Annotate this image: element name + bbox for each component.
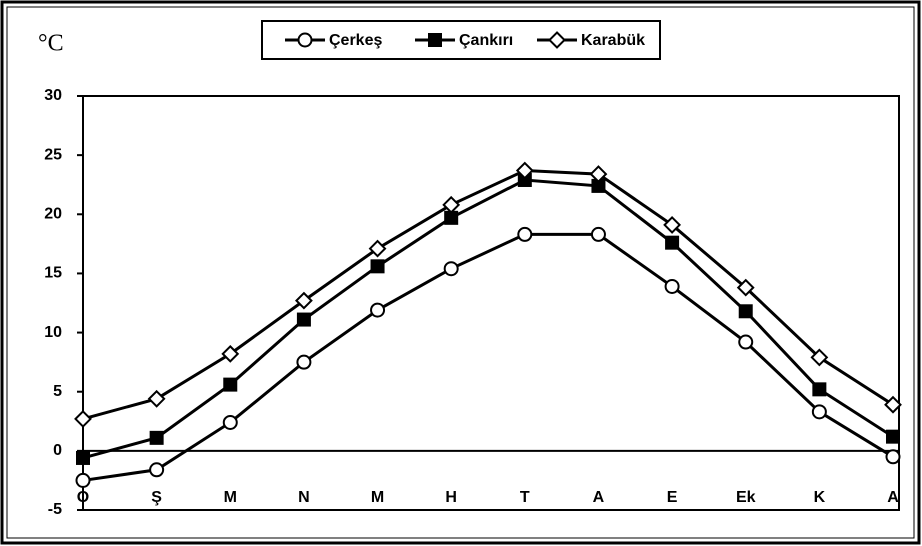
plot-frame (82, 95, 900, 511)
y-tick-label: 5 (53, 383, 62, 400)
data-point (75, 472, 91, 488)
legend-label: Çerkeş (329, 32, 382, 49)
data-point (811, 404, 827, 420)
data-point (884, 395, 902, 414)
x-tick-label: Ş (151, 489, 162, 506)
legend-box (261, 20, 661, 60)
y-tick-label: 15 (44, 265, 62, 282)
data-point (149, 462, 165, 478)
x-tick-label: E (667, 489, 678, 506)
legend-label: Karabük (581, 32, 645, 49)
y-tick-label: 25 (44, 146, 62, 163)
data-point (664, 278, 680, 294)
data-point (76, 450, 90, 465)
y-tick-label: -5 (48, 501, 62, 518)
x-tick-label: K (814, 489, 826, 506)
data-point (885, 449, 901, 465)
x-tick-label: O (77, 489, 89, 506)
data-point (223, 377, 238, 392)
data-point (738, 334, 754, 350)
y-tick-label: 10 (44, 324, 62, 341)
data-point (294, 291, 313, 310)
data-point (147, 389, 166, 408)
legend-label: Çankırı (459, 32, 513, 49)
data-point (736, 278, 755, 297)
x-tick-label: H (445, 489, 457, 506)
data-point (810, 348, 829, 367)
series-line (82, 178, 894, 460)
data-point (590, 226, 606, 242)
data-point (296, 312, 311, 327)
data-point (368, 239, 387, 258)
y-tick-label: 30 (44, 87, 62, 104)
data-point (663, 216, 682, 234)
inner-border (6, 6, 915, 539)
series-line (82, 232, 894, 482)
data-point (812, 382, 827, 397)
data-point (517, 226, 533, 242)
data-point (370, 302, 386, 318)
series-line (82, 169, 894, 421)
x-tick-label: T (520, 489, 530, 506)
data-point (370, 259, 385, 274)
data-point (149, 430, 164, 445)
data-point (665, 235, 680, 250)
data-point (74, 410, 92, 428)
legend-marker (548, 31, 566, 49)
data-point (296, 354, 312, 370)
data-point (442, 195, 461, 214)
data-point (222, 414, 238, 430)
x-tick-label: N (298, 489, 310, 506)
legend-marker (297, 32, 313, 48)
y-unit: °C (38, 31, 64, 57)
x-tick-label: M (224, 489, 237, 506)
data-point (589, 165, 608, 183)
data-point (886, 429, 900, 444)
y-tick-label: 20 (44, 206, 62, 223)
data-point (221, 344, 240, 363)
x-tick-label: Ek (736, 489, 756, 506)
y-tick-label: 0 (53, 442, 62, 459)
data-point (515, 161, 534, 180)
data-point (738, 304, 753, 319)
x-tick-label: A (593, 489, 605, 506)
data-point (443, 261, 459, 277)
legend-marker (428, 33, 442, 47)
x-tick-label: A (887, 489, 899, 506)
x-tick-label: M (371, 489, 384, 506)
